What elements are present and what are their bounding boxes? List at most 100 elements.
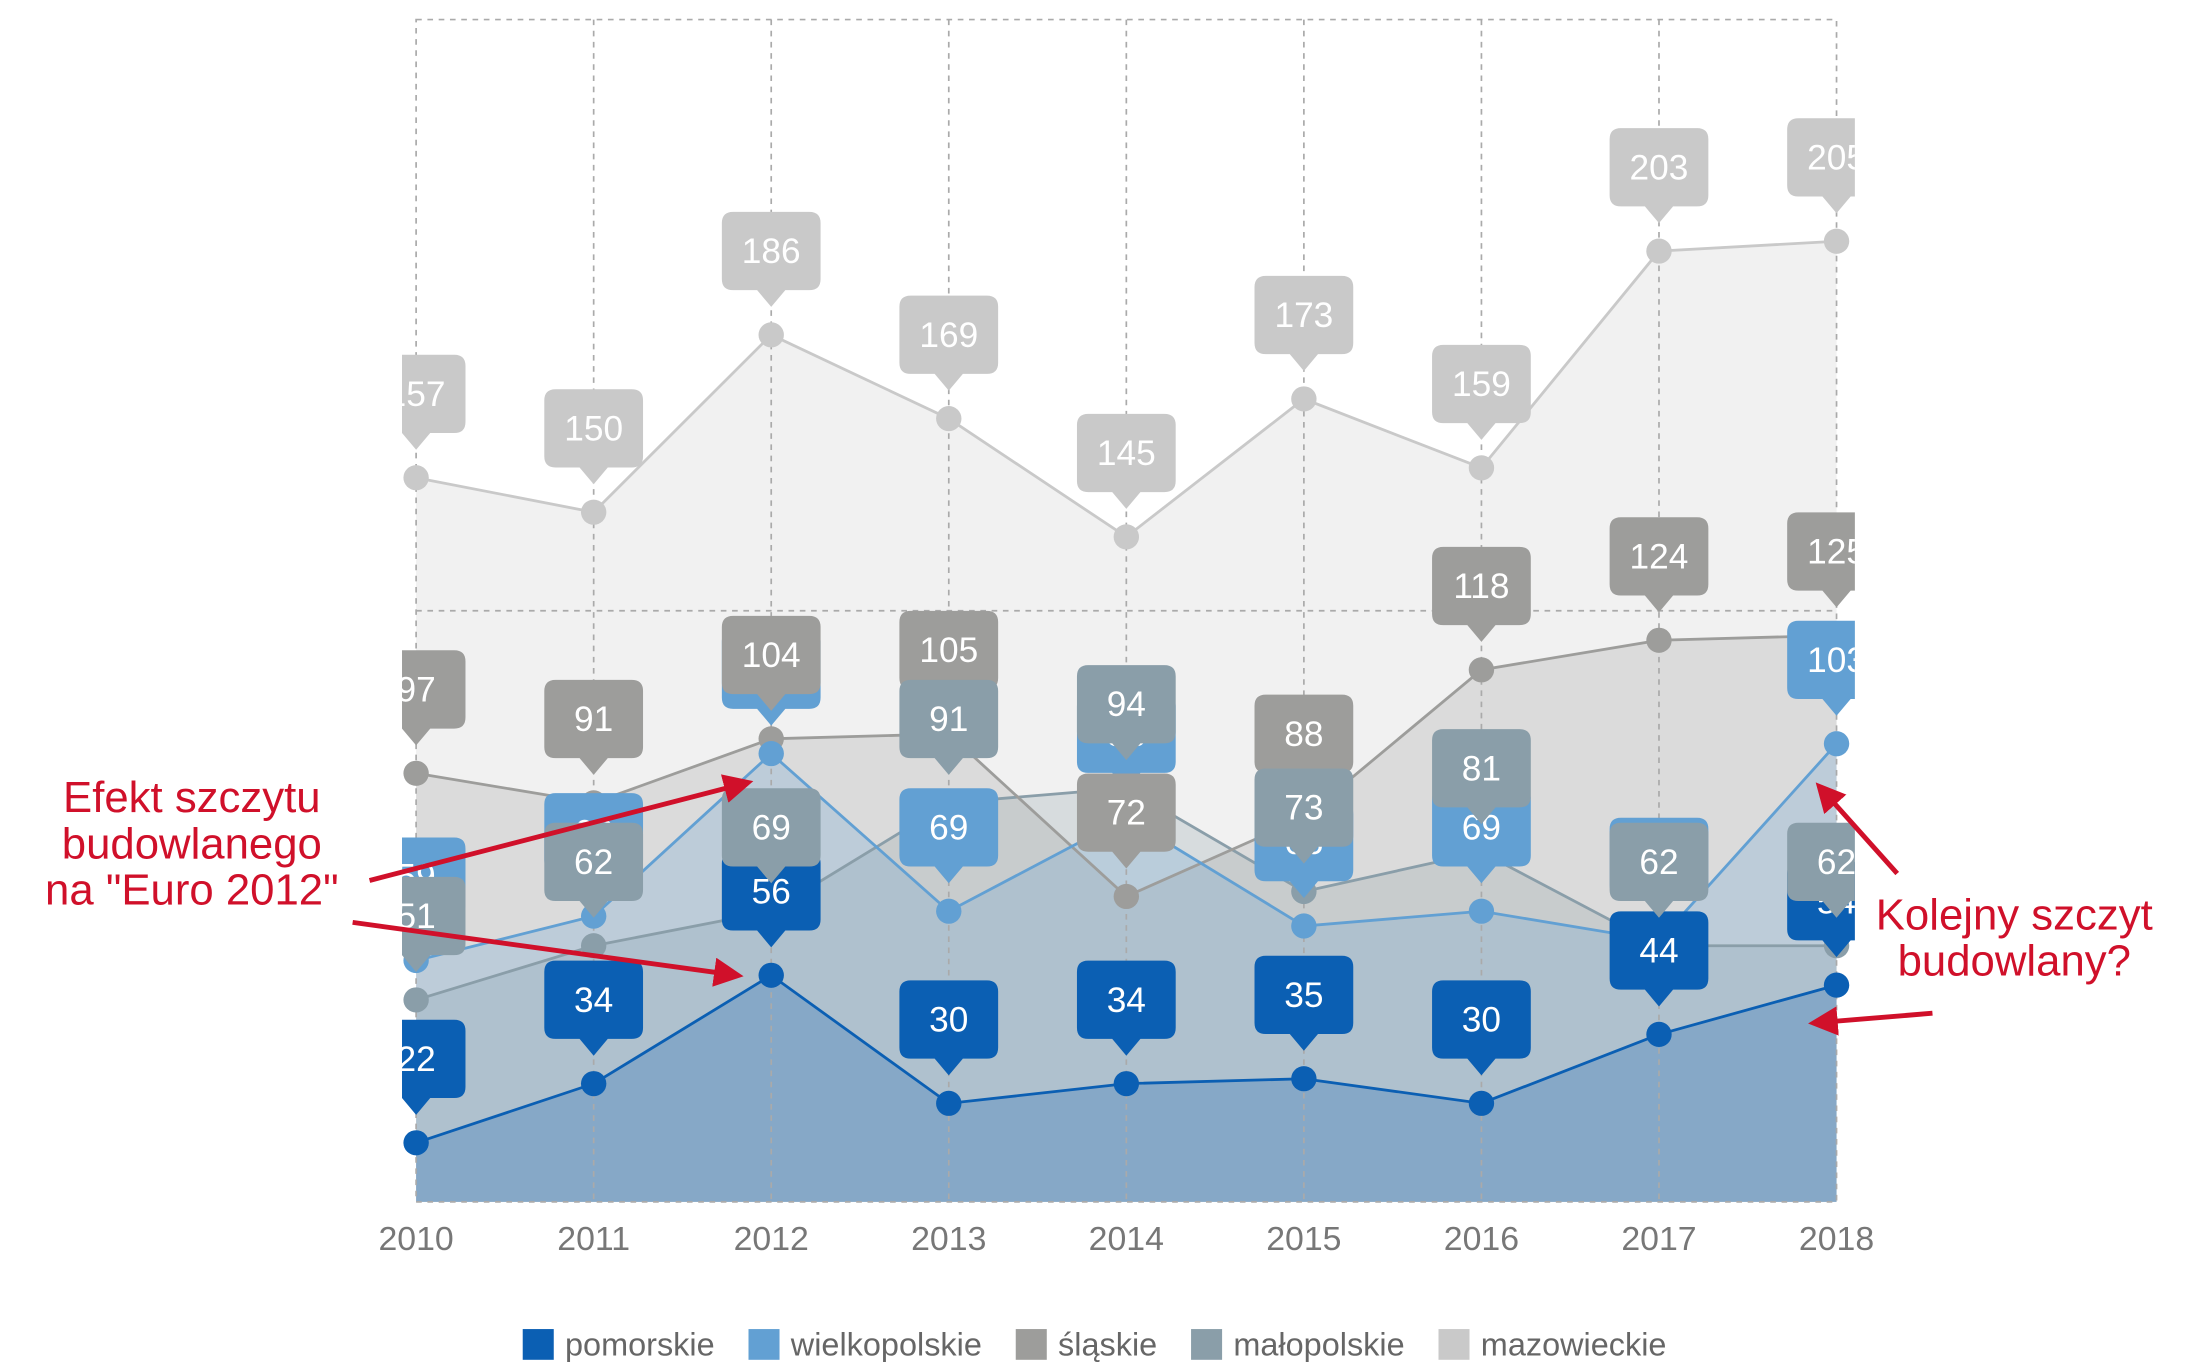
- label-bubble: [1254, 694, 1354, 790]
- data-label: 81: [1462, 749, 1501, 788]
- label-bubble: [1787, 118, 1855, 214]
- data-label: 118: [1453, 567, 1509, 606]
- legend-label: śląskie: [1058, 1327, 1157, 1363]
- data-label: 94: [1107, 685, 1146, 724]
- data-label: 69: [929, 809, 968, 848]
- label-bubble: [1432, 980, 1531, 1076]
- point: [1113, 883, 1140, 910]
- legend-label: mazowieckie: [1481, 1327, 1667, 1363]
- x-tick-label: 2014: [1089, 1221, 1164, 1258]
- data-label: 203: [1630, 148, 1689, 187]
- label-bubble: [544, 822, 644, 918]
- legend-swatch: [748, 1329, 780, 1360]
- label-bubble: [544, 389, 644, 485]
- label-bubble: [1787, 512, 1855, 608]
- label-bubble: [1609, 517, 1709, 613]
- point: [1646, 1021, 1672, 1047]
- x-tick-label: 2017: [1621, 1221, 1696, 1258]
- annotation: budowlany?: [1898, 938, 2131, 986]
- data-label: 34: [574, 981, 613, 1020]
- label-bubble: [1609, 128, 1709, 224]
- label-bubble: [1254, 275, 1354, 371]
- point: [1823, 228, 1850, 254]
- point: [1468, 657, 1495, 683]
- x-tick-label: 2011: [557, 1221, 630, 1258]
- point: [580, 933, 607, 959]
- point: [758, 322, 784, 348]
- label-bubble: [402, 354, 466, 450]
- label-bubble: [721, 211, 821, 307]
- data-label: 62: [574, 843, 613, 882]
- point: [1291, 913, 1317, 939]
- point: [580, 499, 607, 525]
- legend-swatch: [1015, 1329, 1047, 1360]
- data-label: 105: [919, 631, 978, 670]
- annotation: na "Euro 2012": [45, 867, 339, 915]
- legend-swatch: [1191, 1329, 1223, 1360]
- data-label: 186: [742, 232, 801, 271]
- data-label: 205: [1807, 139, 1866, 178]
- data-label: 173: [1274, 296, 1333, 335]
- point: [403, 1130, 429, 1156]
- data-label: 62: [1639, 843, 1678, 882]
- data-label: 22: [396, 1040, 435, 1079]
- data-label: 35: [1284, 976, 1323, 1015]
- point: [758, 741, 784, 767]
- label-bubble: [402, 876, 466, 972]
- data-label: 124: [1630, 538, 1689, 577]
- point: [1646, 627, 1672, 653]
- point: [580, 1071, 607, 1097]
- label-bubble: [402, 1019, 466, 1115]
- label-bubble: [1076, 665, 1176, 761]
- data-label: 104: [742, 636, 801, 675]
- point: [936, 406, 962, 432]
- point: [1291, 1066, 1317, 1092]
- label-bubble: [1076, 413, 1176, 509]
- arrow: [368, 774, 754, 883]
- data-label: 157: [387, 375, 446, 414]
- x-tick-label: 2018: [1799, 1221, 1874, 1258]
- annotation: Efekt szczytu: [63, 774, 321, 822]
- point: [1113, 1071, 1140, 1097]
- label-bubble: [1609, 911, 1709, 1007]
- data-label: 72: [1107, 794, 1146, 833]
- point: [936, 898, 962, 924]
- data-label: 88: [1284, 715, 1323, 754]
- label-bubble: [1432, 546, 1531, 642]
- arrow: [1815, 782, 1900, 876]
- legend-swatch: [1438, 1329, 1470, 1360]
- label-bubble: [1254, 768, 1354, 864]
- label-bubble: [899, 788, 999, 884]
- label-bubble: [1254, 955, 1354, 1051]
- point: [403, 760, 429, 786]
- label-bubble: [1432, 788, 1531, 884]
- data-label: 91: [929, 700, 968, 739]
- data-label: 34: [1107, 981, 1146, 1020]
- data-label: 73: [1284, 789, 1323, 828]
- label-bubble: [1076, 773, 1176, 869]
- x-tick-label: 2015: [1266, 1221, 1341, 1258]
- point: [1291, 386, 1317, 412]
- data-label: 91: [574, 700, 613, 739]
- label-bubble: [899, 980, 999, 1076]
- x-tick-label: 2016: [1444, 1221, 1519, 1258]
- data-label: 159: [1452, 365, 1511, 404]
- label-bubble: [1609, 822, 1709, 918]
- data-label: 69: [752, 809, 791, 848]
- point: [936, 1090, 962, 1116]
- point: [1468, 898, 1495, 924]
- point: [1823, 972, 1850, 998]
- point: [1646, 238, 1672, 264]
- data-label: 145: [1097, 434, 1156, 473]
- annotation: Kolejny szczyt: [1876, 892, 2153, 940]
- legend-label: pomorskie: [565, 1327, 715, 1363]
- point: [1113, 524, 1140, 550]
- data-label: 30: [1462, 1001, 1501, 1040]
- arrow: [352, 919, 744, 987]
- point: [1468, 1090, 1495, 1116]
- legend-swatch: [522, 1329, 554, 1360]
- label-bubble: [1432, 344, 1531, 440]
- x-tick-label: 2012: [734, 1221, 809, 1258]
- legend-label: małopolskie: [1233, 1327, 1404, 1363]
